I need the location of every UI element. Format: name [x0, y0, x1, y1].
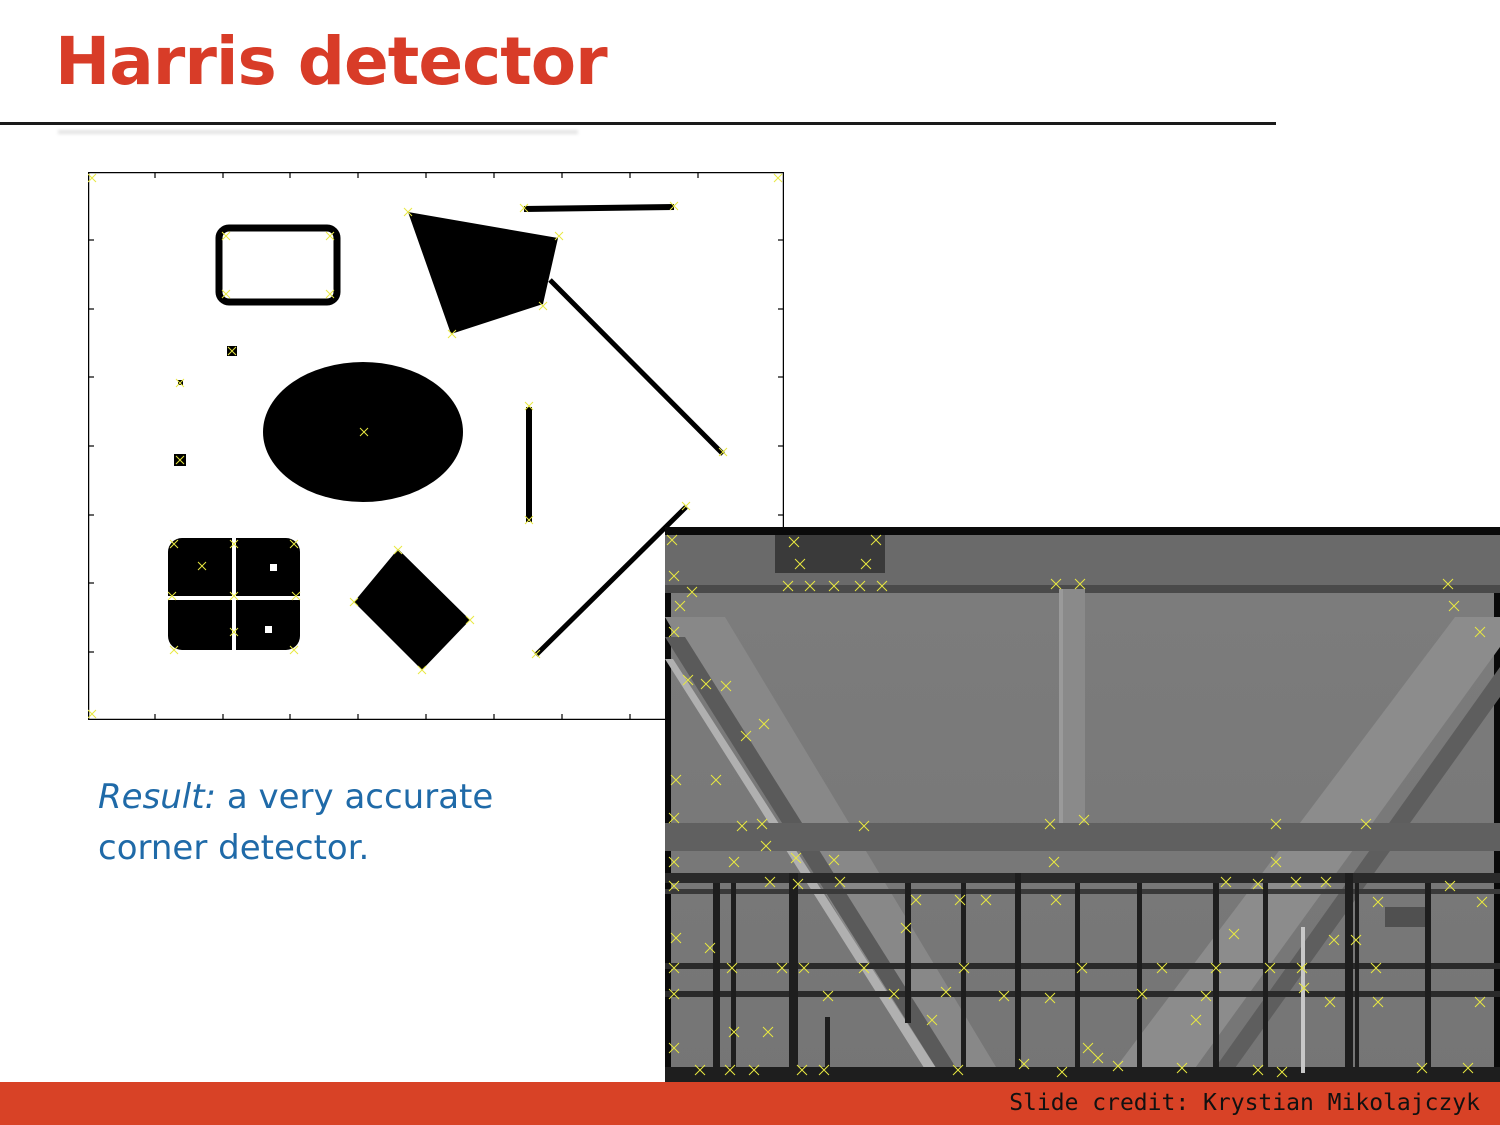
result-text: a very accurate corner detector.	[98, 777, 494, 868]
bridge-truss-figure	[665, 527, 1500, 1082]
title-shadow	[58, 130, 578, 134]
result-caption: Result: a very accurate corner detector.	[98, 772, 558, 874]
synthetic-shapes-figure	[88, 172, 784, 720]
result-label: Result:	[98, 777, 217, 817]
slide-title: Harris detector	[55, 23, 608, 100]
title-rule	[0, 122, 1276, 125]
footer-bar	[0, 1082, 1500, 1125]
slide-credit: Slide credit: Krystian Mikolajczyk	[1009, 1090, 1480, 1116]
